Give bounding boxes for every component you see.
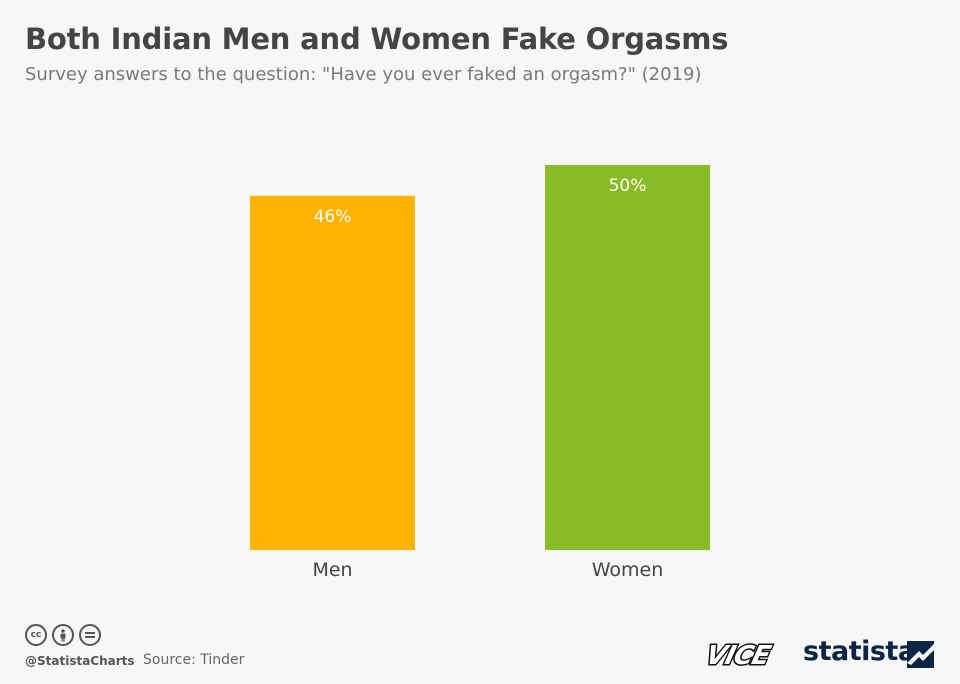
- data-label-men: 46%: [314, 207, 352, 227]
- vice-logo[interactable]: VICE: [697, 638, 777, 670]
- nd-icon[interactable]: [79, 624, 101, 646]
- statista-logo[interactable]: statista: [803, 636, 916, 667]
- category-label-men: Men: [312, 559, 352, 581]
- cc-icon[interactable]: cc: [25, 624, 47, 646]
- category-label-women: Women: [592, 559, 664, 581]
- statista-charts-handle[interactable]: @StatistaCharts: [25, 654, 135, 668]
- svg-text:VICE: VICE: [703, 640, 774, 670]
- bar-men: [250, 196, 415, 550]
- license-icons[interactable]: cc: [25, 624, 101, 646]
- source-note: Source: Tinder: [143, 652, 244, 668]
- statista-mark-icon: [907, 641, 934, 668]
- by-icon[interactable]: [52, 624, 74, 646]
- bar-chart: 46% Men 50% Women: [0, 0, 960, 620]
- data-label-women: 50%: [609, 176, 647, 196]
- bar-women: [545, 165, 710, 550]
